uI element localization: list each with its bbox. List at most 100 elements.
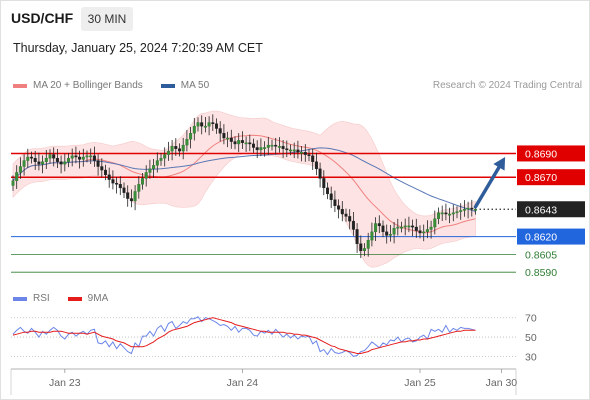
candle-up [81,156,85,160]
candle-up [41,161,45,165]
candle-down [126,192,130,199]
candle-down [100,166,104,171]
candle-up [48,154,52,159]
candle-up [433,218,437,228]
level-label-0: 0.8690 [525,148,557,160]
level-label-3: 0.8620 [525,232,557,244]
ma20-line [12,134,476,234]
candle-up [462,209,466,211]
legend-swatch-rsi [13,296,27,301]
rsi-tick-50: 50 [525,332,537,344]
rsi-legend: RSI 9MA [13,293,126,304]
timeframe-button[interactable]: 30 MIN [81,7,133,31]
credit-text: Research © 2024 Trading Central [432,80,582,91]
candle-up [403,225,407,228]
candle-up [422,231,426,234]
candle-up [396,226,400,229]
candle-up [237,140,241,145]
candle-down [122,187,126,193]
candle-up [192,125,196,134]
candle-up [448,213,452,216]
time-label-0: Jan 23 [49,377,81,389]
candle-up [388,233,392,236]
level-label-box-3 [517,228,585,245]
candle-up [44,157,48,162]
candle-down [329,193,333,200]
level-label-box-1 [517,169,585,186]
candle-up [259,147,263,151]
time-label-2: Jan 25 [404,377,436,389]
candle-down [340,209,344,215]
candle-down [177,148,181,152]
price-legend: MA 20 + Bollinger Bands MA 50 [13,80,227,91]
ma50-line [12,147,476,212]
legend-item-9ma: 9MA [67,293,108,304]
time-label-1: Jan 24 [227,377,259,389]
forecast-arrow-head [493,157,506,171]
candle-down [314,161,318,170]
candle-up [207,122,211,127]
candle-down [33,157,37,162]
candle-down [96,160,100,167]
candle-down [344,213,348,217]
candle-up [277,146,281,148]
candle-up [66,157,70,162]
candle-up [292,149,296,152]
candle-down [333,199,337,206]
candle-up [185,138,189,146]
candle-down [418,230,422,234]
candle-down [92,155,96,161]
candle-up [189,133,193,140]
candle-down [311,155,315,162]
legend-item-rsi: RSI [13,293,50,304]
level-label-box-2 [517,201,585,218]
level-label-4: 0.8605 [525,249,557,261]
rsi-panel: 70 50 30 [11,313,537,363]
chart-header: USD/CHF 30 MIN [0,0,588,36]
candle-up [400,226,404,229]
level-label-5: 0.8590 [525,267,557,279]
candle-up [226,137,230,140]
candle-down [248,142,252,145]
candle-up [440,212,444,215]
candle-up [363,248,367,252]
bollinger-band-area [12,110,476,268]
candle-down [414,226,418,231]
candle-down [303,152,307,155]
timestamp: Thursday, January 25, 2024 7:20:39 AM CE… [13,41,263,55]
candle-down [281,146,285,149]
candle-up [133,191,137,202]
candle-up [18,166,22,173]
candle-down [385,231,389,236]
legend-swatch-ma50 [160,83,175,88]
candle-up [392,228,396,235]
candle-up [437,212,441,219]
candle-down [229,137,233,142]
level-label-1: 0.8670 [525,172,557,184]
legend-label-rsi: RSI [33,293,50,304]
candle-up [15,172,19,181]
candles [11,114,478,259]
candle-down [200,122,204,127]
candle-down [337,205,341,210]
candle-down [211,122,215,124]
candle-down [240,140,244,143]
symbol-title: USD/CHF [11,10,74,26]
candle-up [22,160,26,167]
candle-up [163,154,167,159]
candle-down [377,223,381,227]
candle-up [407,225,411,228]
candle-up [474,209,478,211]
candle-up [196,122,200,127]
candle-down [274,144,278,147]
candle-up [374,223,378,233]
price-levels [11,152,516,273]
candle-down [37,161,41,165]
candle-up [425,229,429,233]
candle-up [466,207,470,210]
candle-down [326,187,330,195]
candle-down [470,207,474,210]
candle-down [52,154,56,159]
candle-up [289,149,293,152]
